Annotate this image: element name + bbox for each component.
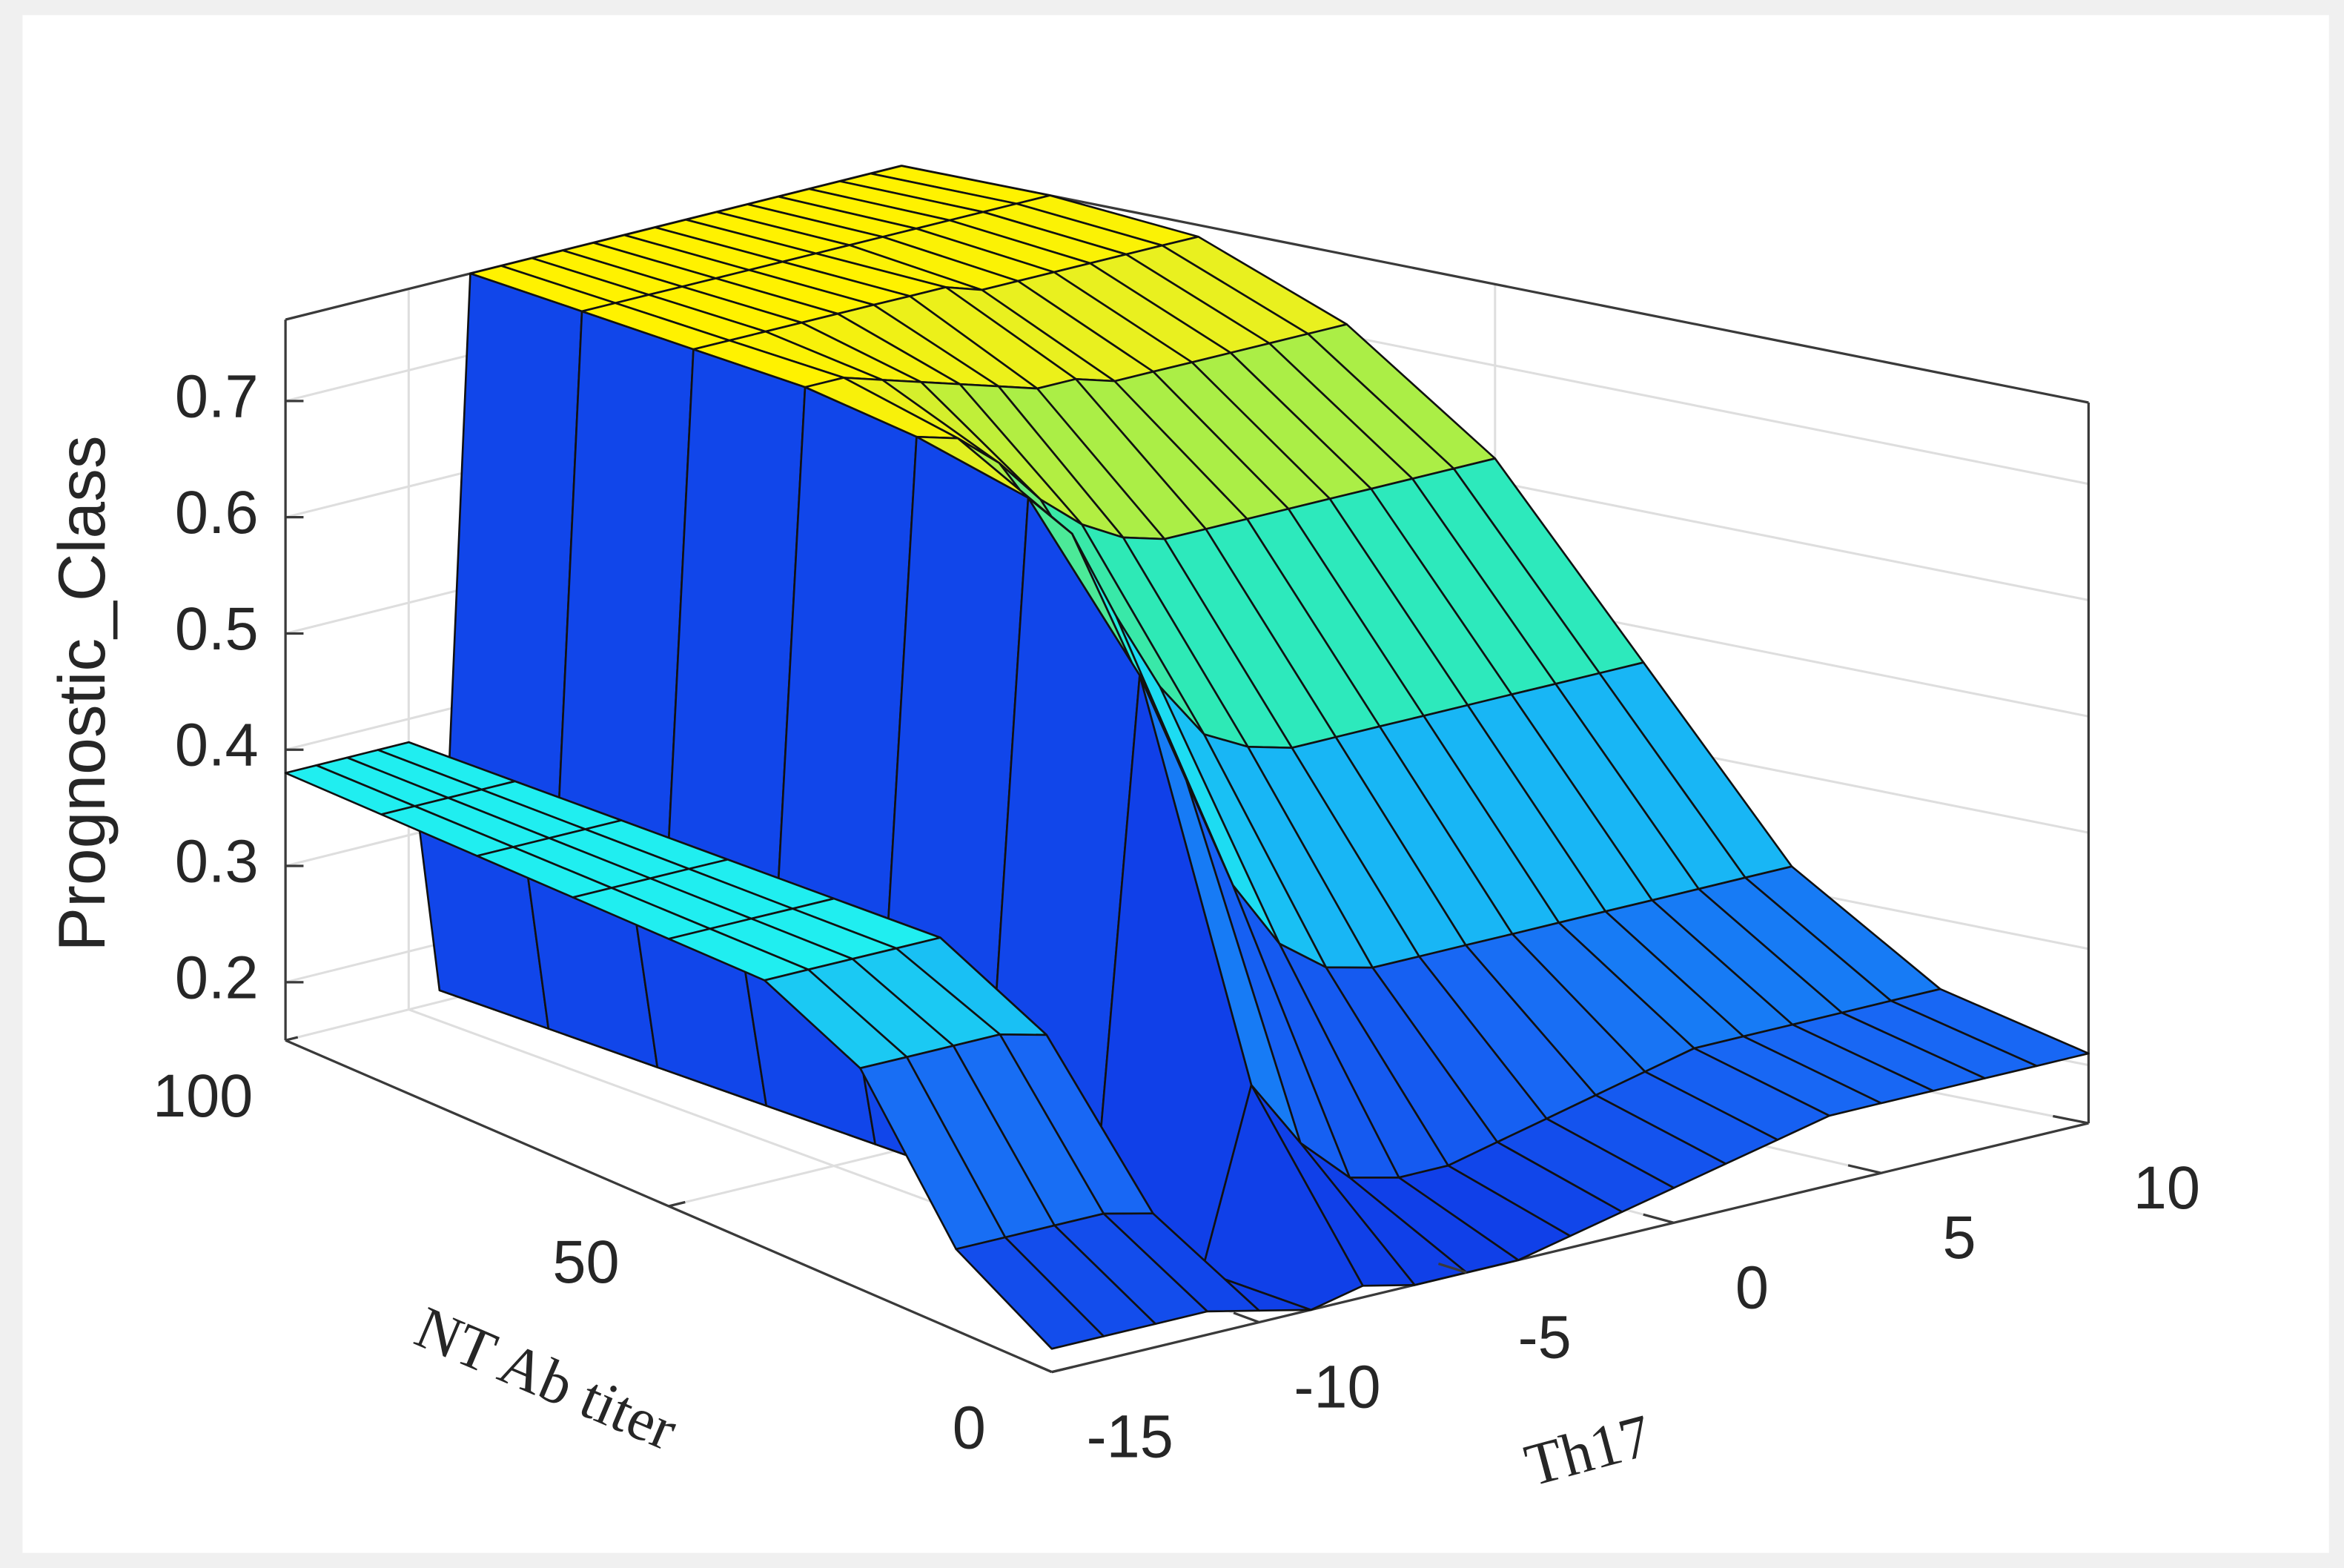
x-tick bbox=[1028, 1360, 1053, 1374]
box-edge bbox=[1051, 1122, 2089, 1374]
x-tick-label: -15 bbox=[1087, 1403, 1173, 1471]
x-tick-label: 0 bbox=[1735, 1254, 1769, 1321]
axes: 0.2 0.3 0.4 0.5 0.6 0.7 0 50 100 -15 -10 -5 0 5 10 bbox=[153, 363, 2200, 1470]
y-tick bbox=[1051, 1366, 1073, 1374]
y-tick-label: 100 bbox=[153, 1062, 253, 1130]
x-tick bbox=[1643, 1213, 1675, 1224]
z-tick-label: 0.3 bbox=[175, 827, 259, 895]
x-tick bbox=[1233, 1311, 1260, 1324]
box-edge bbox=[901, 165, 2089, 404]
x-tick bbox=[1847, 1164, 1882, 1174]
surface-patch bbox=[955, 1236, 1105, 1350]
x-tick-label: 10 bbox=[2133, 1154, 2200, 1222]
x-tick bbox=[2053, 1114, 2089, 1125]
x-tick-label: -5 bbox=[1518, 1303, 1572, 1371]
y-tick-label: 50 bbox=[552, 1228, 619, 1296]
z-tick-label: 0.2 bbox=[175, 944, 259, 1011]
z-tick-label: 0.7 bbox=[175, 363, 259, 430]
z-tick-label: 0.4 bbox=[175, 712, 259, 779]
z-tick-label: 0.6 bbox=[175, 479, 259, 546]
y-tick-label: 0 bbox=[953, 1394, 986, 1461]
x-tick-label: 5 bbox=[1943, 1204, 1976, 1271]
z-tick-label: 0.5 bbox=[175, 595, 259, 663]
y-tick bbox=[285, 1036, 299, 1042]
surface bbox=[284, 165, 2090, 1350]
z-axis-label: Prognostic_Class bbox=[44, 435, 119, 951]
x-tick-label: -10 bbox=[1294, 1353, 1380, 1420]
y-tick bbox=[668, 1200, 686, 1208]
x-tick bbox=[1437, 1262, 1467, 1274]
